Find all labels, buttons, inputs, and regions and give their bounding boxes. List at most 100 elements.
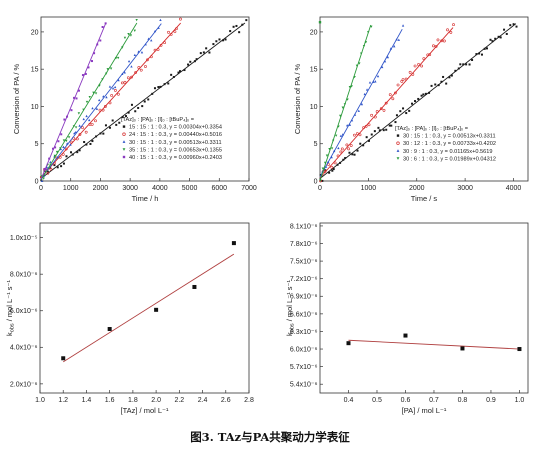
- data-point: [401, 78, 405, 82]
- data-point: [189, 60, 192, 63]
- legend: [TAz]₀ : [PA]₀ : [I]₀ : [tBuP₄]₀ = 30 : 1…: [395, 126, 496, 162]
- data-point: [345, 143, 349, 147]
- data-point: [143, 100, 146, 103]
- y-tick-label: 20: [31, 29, 39, 36]
- data-point: [70, 109, 73, 112]
- data-point: [512, 23, 515, 26]
- data-point: [321, 179, 324, 182]
- data-point: [517, 347, 522, 352]
- data-point: [199, 52, 202, 55]
- data-point: [414, 100, 417, 103]
- data-point: [408, 109, 411, 112]
- data-point: [401, 24, 405, 27]
- data-point: [116, 56, 120, 60]
- data-point: [94, 119, 97, 123]
- data-point: [115, 123, 118, 126]
- data-point: [491, 40, 494, 43]
- x-tick-label: 2.2: [174, 397, 184, 404]
- x-axis-label: Time / h: [132, 194, 159, 203]
- x-tick-label: 0.7: [429, 397, 439, 404]
- series-5: [40, 22, 107, 180]
- data-point: [111, 87, 115, 90]
- legend-marker: [122, 132, 126, 136]
- data-point: [357, 109, 360, 112]
- data-point: [91, 140, 94, 143]
- y-axis-label: kobs / mol L⁻¹ s⁻¹: [285, 280, 296, 336]
- legend-title: [TAz]₀ : [PA]₀ : [I]₀ : [tBuP₄]₀ =: [395, 126, 468, 132]
- y-tick-label: 0: [314, 178, 318, 185]
- data-point: [98, 108, 102, 112]
- data-point: [111, 119, 114, 122]
- data-point: [229, 30, 232, 33]
- data-point: [73, 96, 76, 99]
- data-point: [332, 168, 335, 171]
- data-point: [347, 147, 350, 151]
- fit-line: [319, 28, 403, 178]
- data-point: [331, 169, 334, 172]
- legend-title: [TAz]₀ : [PA]₀ : [I]₀ : [tBuP₄]₀ =: [121, 117, 194, 123]
- data-point: [224, 38, 227, 41]
- data-point: [104, 124, 107, 127]
- y-tick-label: 10: [310, 104, 318, 111]
- data-point: [46, 170, 49, 173]
- data-point: [333, 161, 337, 165]
- data-point: [385, 128, 388, 131]
- data-point: [379, 107, 383, 111]
- data-point: [346, 124, 349, 127]
- x-tick-label: 1.6: [105, 397, 115, 404]
- y-tick-label: 15: [31, 67, 39, 74]
- data-point: [170, 73, 173, 76]
- data-point: [146, 58, 149, 62]
- data-point: [178, 70, 181, 73]
- data-point: [449, 31, 453, 34]
- fit-line: [319, 27, 454, 179]
- data-point: [108, 85, 112, 88]
- data-point: [45, 168, 48, 171]
- data-point: [77, 89, 80, 92]
- data-point: [408, 70, 412, 74]
- data-point: [509, 24, 512, 27]
- y-tick-label: 15: [310, 67, 318, 74]
- data-point: [127, 33, 130, 36]
- data-point: [367, 139, 370, 142]
- y-tick-label: 6.3x10⁻⁶: [290, 329, 318, 336]
- data-point: [62, 139, 66, 142]
- data-point: [232, 25, 235, 28]
- data-point: [388, 93, 392, 97]
- data-point: [123, 36, 127, 40]
- data-point: [101, 26, 104, 29]
- data-point: [515, 25, 518, 28]
- y-axis-label: kobs / mol L⁻¹ s⁻¹: [5, 280, 16, 336]
- data-point: [365, 136, 368, 139]
- x-tick-label: 2.8: [244, 397, 254, 404]
- chart-panel-c: 1.0 1.2 1.4 1.6 1.8 2.0 2.2 2.4 2.6 2.8 2.0x10⁻⁶ 4.…: [5, 222, 254, 415]
- data-point: [340, 147, 344, 151]
- data-point: [108, 126, 111, 129]
- y-tick-label: 6.0x10⁻⁶: [290, 346, 318, 353]
- fit-line: [40, 23, 162, 179]
- data-point: [440, 80, 443, 83]
- data-point: [391, 97, 395, 101]
- x-tick-label: 0.9: [486, 397, 496, 404]
- data-point: [465, 63, 468, 66]
- y-tick-label: 4.0x10⁻⁶: [10, 345, 38, 352]
- data-point: [403, 333, 408, 338]
- data-point: [422, 57, 426, 61]
- legend-entry: 40 : 15 : 1 : 0.3, y = 0.00960x+0.2403: [129, 155, 222, 161]
- data-point: [489, 38, 492, 41]
- legend-marker: [122, 140, 126, 143]
- data-point: [205, 47, 208, 50]
- data-point: [417, 63, 420, 66]
- data-point: [118, 121, 121, 124]
- y-tick-label: 6.9x10⁻⁶: [290, 294, 318, 301]
- data-point: [64, 147, 68, 151]
- x-tick-label: 0.6: [401, 397, 411, 404]
- data-point: [432, 44, 435, 48]
- figure-caption: 图3. TAz与PA共聚动力学表征: [190, 430, 350, 444]
- x-tick-label: 0: [39, 185, 43, 192]
- data-point: [341, 106, 344, 109]
- data-point: [405, 112, 408, 115]
- data-point: [424, 92, 427, 95]
- data-point: [478, 52, 481, 55]
- x-tick-label: 3000: [457, 185, 473, 192]
